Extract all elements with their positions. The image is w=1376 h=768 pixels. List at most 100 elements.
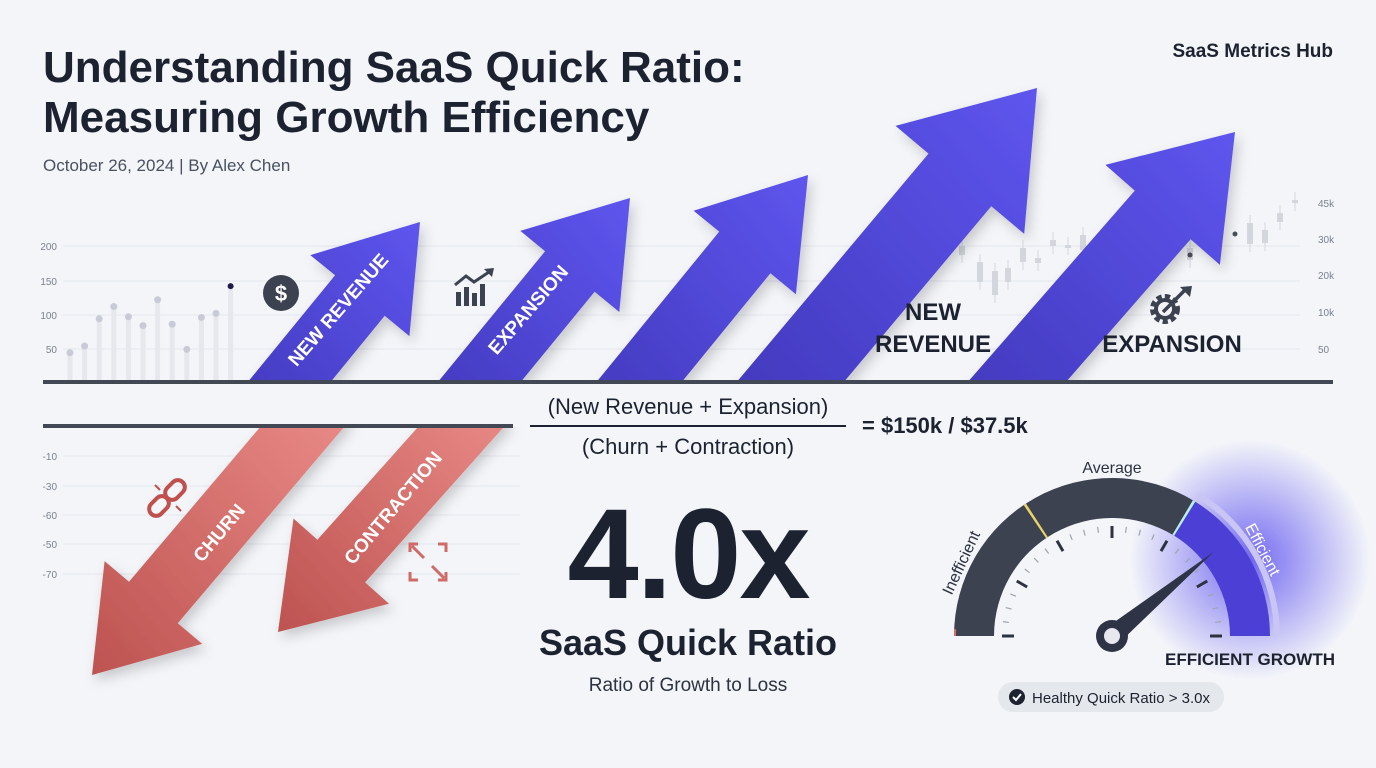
bar-chart-growth-icon <box>454 268 494 306</box>
bg-bar <box>96 318 102 380</box>
bg-candle <box>1292 200 1298 203</box>
contract-arrows-icon <box>408 542 448 582</box>
growth-arrow <box>597 175 808 381</box>
loss-arrow-churn <box>92 427 345 675</box>
gauge-track-inefficient-average <box>954 477 1195 636</box>
bg-point <box>154 296 162 304</box>
bg-point <box>197 313 205 321</box>
gauge-divider <box>1023 503 1048 539</box>
growth-arrow-new-revenue <box>248 222 420 381</box>
quick-ratio-label: SaaS Quick Ratio <box>539 622 837 663</box>
gear-growth-icon <box>1150 286 1192 324</box>
axis-tick-label: 50 <box>46 345 58 356</box>
bg-candle <box>1035 258 1041 263</box>
quick-ratio-gauge <box>954 440 1370 680</box>
bg-point <box>212 309 220 317</box>
axis-tick-label: -30 <box>43 482 58 493</box>
axis-tick-label: 30k <box>1318 235 1335 246</box>
gauge-tick <box>1212 606 1219 610</box>
label-new-revenue-line2: REVENUE <box>875 331 991 358</box>
bg-candle <box>1020 248 1026 262</box>
bg-bar <box>82 346 88 380</box>
gauge-tick <box>1044 548 1050 554</box>
zero-baseline <box>43 380 1333 384</box>
axis-tick-label: 100 <box>40 311 57 322</box>
gauge-tick <box>1024 568 1030 574</box>
bg-bar <box>67 352 73 380</box>
axis-tick-label: -50 <box>43 540 58 551</box>
gauge-label-average: Average <box>1082 460 1141 477</box>
bg-bar <box>111 306 117 380</box>
bg-candle <box>1080 235 1086 250</box>
bg-bar <box>155 299 161 380</box>
axis-tick-label: 10k <box>1318 308 1335 319</box>
fraction-bar <box>530 425 846 427</box>
formula-numerator: (New Revenue + Expansion) <box>548 394 829 419</box>
formula-denominator: (Churn + Contraction) <box>582 434 794 459</box>
loss-baseline <box>43 424 513 428</box>
gauge-tick <box>1207 593 1214 597</box>
gauge-tick <box>1010 593 1017 597</box>
formula-result: = $150k / $37.5k <box>862 413 1029 438</box>
gauge-tick <box>1196 579 1209 589</box>
gauge-zone-efficient-rim <box>1196 492 1280 636</box>
bg-point <box>183 345 191 353</box>
gauge-needle <box>1105 551 1214 644</box>
bg-bar <box>213 313 219 380</box>
axis-tick-label: -70 <box>43 570 58 581</box>
dollar-icon: $ <box>263 275 299 311</box>
bg-candle <box>1262 230 1268 243</box>
gauge-tick <box>1138 529 1142 536</box>
gauge-tick <box>1005 606 1012 610</box>
bg-candle <box>1247 223 1253 244</box>
bg-point <box>95 315 103 323</box>
bg-point <box>227 283 234 290</box>
gauge-tick <box>1033 557 1039 563</box>
bg-point <box>66 349 74 357</box>
bg-point <box>139 322 147 330</box>
gauge-low-marker <box>954 629 957 636</box>
title-line-1: Understanding SaaS Quick Ratio: <box>43 43 745 92</box>
gauge-tick <box>1215 621 1222 624</box>
gauge-tick <box>1185 557 1191 563</box>
gauge-tick <box>1151 534 1155 541</box>
gauge-hub-center <box>1104 628 1120 644</box>
bg-bar <box>140 325 146 380</box>
healthy-ratio-text: Healthy Quick Ratio > 3.0x <box>1032 690 1211 707</box>
bg-candle <box>1050 240 1056 246</box>
bg-point <box>110 303 118 311</box>
gauge-tick <box>1194 568 1200 574</box>
broken-link-icon <box>147 478 187 518</box>
loss-arrows <box>92 427 504 675</box>
bg-point <box>1187 252 1193 258</box>
bg-candle <box>959 246 965 255</box>
gauge-tick <box>1082 529 1086 536</box>
gauge-zone-efficient <box>1173 501 1270 636</box>
bg-bar <box>198 317 204 380</box>
growth-arrows <box>248 88 1235 381</box>
gauge-status: EFFICIENT GROWTH <box>1165 650 1335 669</box>
label-new-revenue-line1: NEW <box>905 299 961 326</box>
axis-tick-label: 45k <box>1318 199 1335 210</box>
bg-bar <box>125 316 131 380</box>
gauge-divider <box>1172 500 1196 536</box>
byline: October 26, 2024 | By Alex Chen <box>43 156 290 175</box>
bg-point <box>81 342 89 350</box>
gauge-tick <box>1124 526 1127 533</box>
growth-arrow-expansion <box>438 198 630 381</box>
gauge-tick <box>1174 548 1180 554</box>
bg-bar <box>228 286 234 380</box>
brand-name: SaaS Metrics Hub <box>1173 41 1334 62</box>
growth-arrow-expansion-large <box>968 132 1235 381</box>
bg-candle <box>992 271 998 295</box>
axis-tick-label: -10 <box>43 452 58 463</box>
check-circle-icon <box>1009 689 1025 705</box>
loss-arrow-contraction <box>278 427 504 632</box>
gauge-tick <box>1069 534 1073 541</box>
bg-bar <box>184 349 190 380</box>
svg-text:$: $ <box>275 281 287 306</box>
gauge-tick <box>1015 579 1028 589</box>
bg-candle <box>977 262 983 282</box>
growth-arrow-new-revenue-large <box>737 88 1037 381</box>
